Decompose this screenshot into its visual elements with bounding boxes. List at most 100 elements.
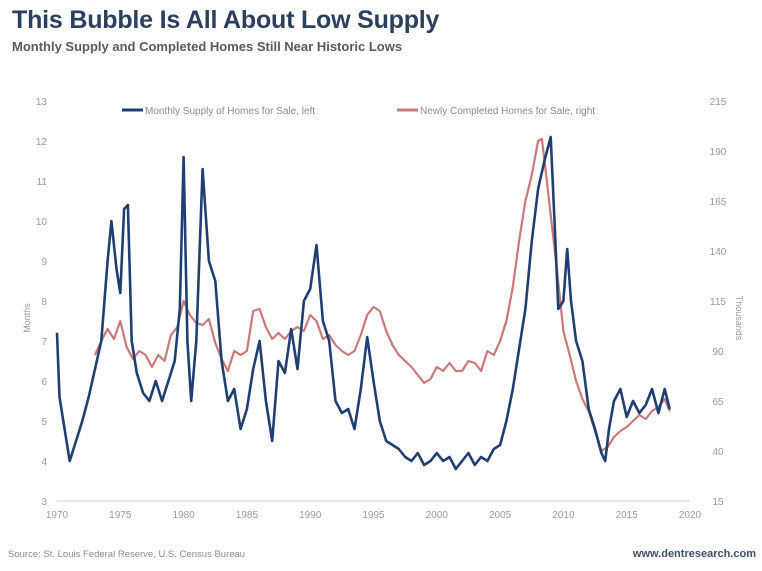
data-point-monthly-supply xyxy=(455,468,457,470)
y-tick-label-left: 5 xyxy=(41,417,47,428)
data-point-monthly-supply xyxy=(296,368,299,370)
y-tick-label-right: 40 xyxy=(712,447,724,458)
data-point-monthly-supply xyxy=(119,292,121,294)
data-point-monthly-supply xyxy=(550,136,552,138)
data-point-monthly-supply xyxy=(246,408,248,410)
data-point-monthly-supply xyxy=(131,340,133,342)
data-point-completed-homes xyxy=(669,410,671,412)
data-point-monthly-supply xyxy=(208,260,210,262)
data-point-monthly-supply xyxy=(252,368,254,370)
x-tick-label: 2000 xyxy=(426,510,449,521)
data-point-completed-homes xyxy=(119,320,121,322)
y-tick-label-left: 10 xyxy=(36,217,48,228)
y-tick-label-right: 140 xyxy=(710,247,727,258)
data-point-monthly-supply xyxy=(657,412,660,414)
data-point-completed-homes xyxy=(391,344,394,346)
data-point-monthly-supply xyxy=(271,440,273,442)
data-point-completed-homes xyxy=(448,362,451,364)
y-tick-label-left: 13 xyxy=(36,97,48,108)
data-point-monthly-supply xyxy=(632,400,634,402)
data-point-completed-homes xyxy=(524,200,527,202)
data-point-completed-homes xyxy=(486,350,488,352)
data-point-completed-homes xyxy=(265,326,267,328)
data-point-completed-homes xyxy=(126,346,128,348)
data-point-completed-homes xyxy=(372,306,375,308)
data-point-monthly-supply xyxy=(486,460,488,462)
data-point-monthly-supply xyxy=(604,460,606,462)
data-point-completed-homes xyxy=(189,314,191,316)
data-point-monthly-supply xyxy=(385,440,387,442)
data-point-monthly-supply xyxy=(315,244,318,246)
data-point-monthly-supply xyxy=(195,340,197,342)
chart-title: This Bubble Is All About Low Supply xyxy=(12,6,440,34)
x-tick-label: 2015 xyxy=(616,510,639,521)
data-point-completed-homes xyxy=(664,398,666,400)
data-point-completed-homes xyxy=(113,338,115,340)
data-point-completed-homes xyxy=(410,366,413,368)
data-point-monthly-supply xyxy=(183,156,185,158)
legend-label-completed: Newly Completed Homes for Sale, right xyxy=(420,106,595,117)
data-point-monthly-supply xyxy=(290,328,292,330)
data-point-completed-homes xyxy=(619,430,622,432)
source-note: Source: St. Louis Federal Reserve, U.S. … xyxy=(8,549,246,560)
data-point-monthly-supply xyxy=(404,456,406,458)
data-point-completed-homes xyxy=(632,420,634,422)
y-tick-label-right: 65 xyxy=(712,397,724,408)
y-tick-label-left: 9 xyxy=(41,257,47,268)
data-point-monthly-supply xyxy=(227,400,229,402)
data-point-monthly-supply xyxy=(142,392,144,394)
y-tick-label-left: 11 xyxy=(37,177,48,188)
y-tick-label-right: 190 xyxy=(710,147,727,158)
data-point-completed-homes xyxy=(545,170,547,172)
x-tick-label: 2010 xyxy=(552,510,575,521)
brand-link[interactable]: www.dentresearch.com xyxy=(632,548,756,560)
data-point-monthly-supply xyxy=(588,408,590,410)
data-point-completed-homes xyxy=(379,310,381,312)
data-point-monthly-supply xyxy=(58,396,61,398)
data-point-monthly-supply xyxy=(110,220,112,222)
data-point-monthly-supply xyxy=(581,360,584,362)
data-point-monthly-supply xyxy=(360,388,362,390)
data-point-completed-homes xyxy=(505,320,507,322)
data-point-monthly-supply xyxy=(127,204,129,206)
axes: 1970 1975 1980 1985 1990 1995 2000 2005 2010 2015… xyxy=(36,97,727,521)
data-point-monthly-supply xyxy=(62,420,64,422)
data-point-monthly-supply xyxy=(259,340,261,342)
data-point-monthly-supply xyxy=(512,388,514,390)
data-point-monthly-supply xyxy=(566,248,568,250)
series-line-monthly-supply xyxy=(55,135,671,471)
data-point-completed-homes xyxy=(202,324,204,326)
data-point-completed-homes xyxy=(252,310,254,312)
data-point-monthly-supply xyxy=(417,452,419,454)
data-point-monthly-supply xyxy=(557,308,559,310)
data-point-monthly-supply xyxy=(619,388,622,390)
data-point-monthly-supply xyxy=(155,380,157,382)
data-point-completed-homes xyxy=(541,138,543,140)
data-point-completed-homes xyxy=(385,330,387,332)
data-point-completed-homes xyxy=(328,334,330,336)
y-tick-label-right: 90 xyxy=(712,347,724,358)
data-point-completed-homes xyxy=(170,334,172,336)
data-point-completed-homes xyxy=(499,340,501,342)
data-point-monthly-supply xyxy=(366,336,368,338)
x-tick-label: 1975 xyxy=(109,510,132,521)
data-point-monthly-supply xyxy=(76,436,78,438)
data-point-monthly-supply xyxy=(398,448,400,450)
data-point-monthly-supply xyxy=(284,372,286,374)
data-point-monthly-supply xyxy=(391,444,394,446)
data-point-completed-homes xyxy=(183,300,185,302)
data-point-completed-homes xyxy=(581,398,584,400)
x-tick-label: 1990 xyxy=(299,510,322,521)
data-point-monthly-supply xyxy=(638,412,641,414)
data-point-monthly-supply xyxy=(174,360,176,362)
x-tick-label: 2005 xyxy=(489,510,512,521)
data-point-completed-homes xyxy=(474,362,476,364)
data-point-completed-homes xyxy=(626,426,628,428)
x-tick-label: 1995 xyxy=(362,510,385,521)
data-point-completed-homes xyxy=(164,360,166,362)
data-point-completed-homes xyxy=(208,318,210,320)
data-point-completed-homes xyxy=(550,214,552,216)
data-point-completed-homes xyxy=(107,328,109,330)
data-point-completed-homes xyxy=(277,332,280,334)
data-point-monthly-supply xyxy=(328,340,330,342)
